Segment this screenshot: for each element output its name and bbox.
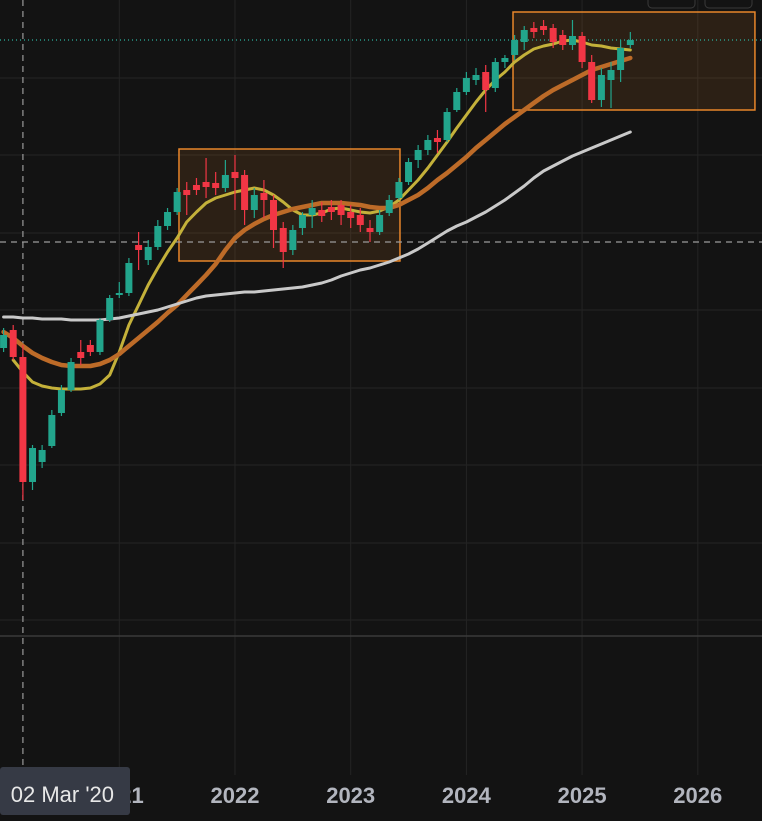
candle-body: [462, 78, 470, 92]
candle-body: [106, 298, 114, 320]
candle-body: [173, 192, 181, 212]
candle-body: [221, 175, 229, 188]
candle-body: [144, 247, 152, 260]
x-tick-label: 2024: [442, 783, 492, 808]
candle-body: [212, 183, 220, 188]
x-axis: 20212022202320242025202602 Mar '20: [0, 767, 722, 815]
candle-body: [164, 212, 172, 226]
candle-body: [482, 72, 490, 90]
x-tick-label: 2025: [558, 783, 607, 808]
candle-body: [241, 175, 249, 210]
candle-body: [38, 450, 46, 462]
candle-body: [96, 320, 104, 352]
x-tick-label: 2023: [326, 783, 375, 808]
candle-body: [135, 245, 143, 250]
candle-body: [501, 58, 509, 62]
candle-body: [260, 193, 268, 200]
candle-body: [520, 30, 528, 42]
candle-body: [540, 26, 548, 30]
candle-body: [491, 62, 499, 88]
candle-body: [453, 92, 461, 110]
candle-body: [414, 150, 422, 160]
candle-body: [86, 345, 94, 352]
candle-body: [626, 40, 634, 45]
candle-body: [231, 172, 239, 178]
candle-body: [424, 140, 432, 150]
candle-body: [395, 182, 403, 198]
grid: [0, 0, 762, 775]
candle-body: [617, 48, 625, 70]
candle-body: [568, 36, 576, 45]
candle-body: [443, 112, 451, 140]
x-tick-label: 2026: [673, 783, 722, 808]
crosshair-label: 02 Mar '20: [11, 782, 114, 807]
crosshair-label-box: [0, 767, 130, 815]
candle-body: [607, 70, 615, 80]
candle-body: [48, 415, 56, 446]
candle-body: [77, 352, 85, 358]
candle-body: [597, 75, 605, 100]
candle-body: [19, 357, 27, 482]
candle-body: [279, 228, 287, 252]
candle-body: [318, 210, 326, 216]
candle-body: [376, 215, 384, 232]
candle-body: [183, 190, 191, 195]
candle-body: [578, 36, 586, 62]
candle-body: [289, 230, 297, 250]
candle-body: [549, 28, 557, 42]
toolbar-button[interactable]: [647, 0, 696, 9]
candle-body: [250, 195, 258, 210]
candle-body: [327, 207, 335, 212]
moving-average-line: [1, 55, 633, 369]
toolbar-button[interactable]: [704, 0, 753, 9]
candle-body: [308, 208, 316, 215]
candle-body: [270, 200, 278, 230]
candle-body: [57, 390, 65, 413]
range-box: [512, 11, 756, 111]
candle-body: [192, 185, 200, 190]
candle-body: [405, 162, 413, 182]
candle-body: [29, 448, 37, 482]
candle-body: [67, 362, 75, 390]
candle-body: [472, 75, 480, 80]
candle-body: [125, 263, 133, 293]
candle-body: [366, 228, 374, 232]
candle-body: [588, 62, 596, 100]
candle-body: [356, 215, 364, 225]
candle-body: [154, 226, 162, 247]
candle-body: [9, 330, 17, 357]
candle-body: [115, 293, 123, 295]
candle-body: [511, 40, 519, 55]
candle-body: [337, 205, 345, 215]
x-tick-label: 2022: [211, 783, 260, 808]
candle-body: [530, 28, 538, 32]
candle-body: [298, 215, 306, 228]
candle-body: [559, 35, 567, 45]
candle-body: [433, 138, 441, 142]
candle-body: [0, 335, 8, 348]
candle-body: [385, 200, 393, 213]
candle-body: [202, 182, 210, 187]
candle-body: [347, 212, 355, 218]
plot: [0, 0, 762, 775]
